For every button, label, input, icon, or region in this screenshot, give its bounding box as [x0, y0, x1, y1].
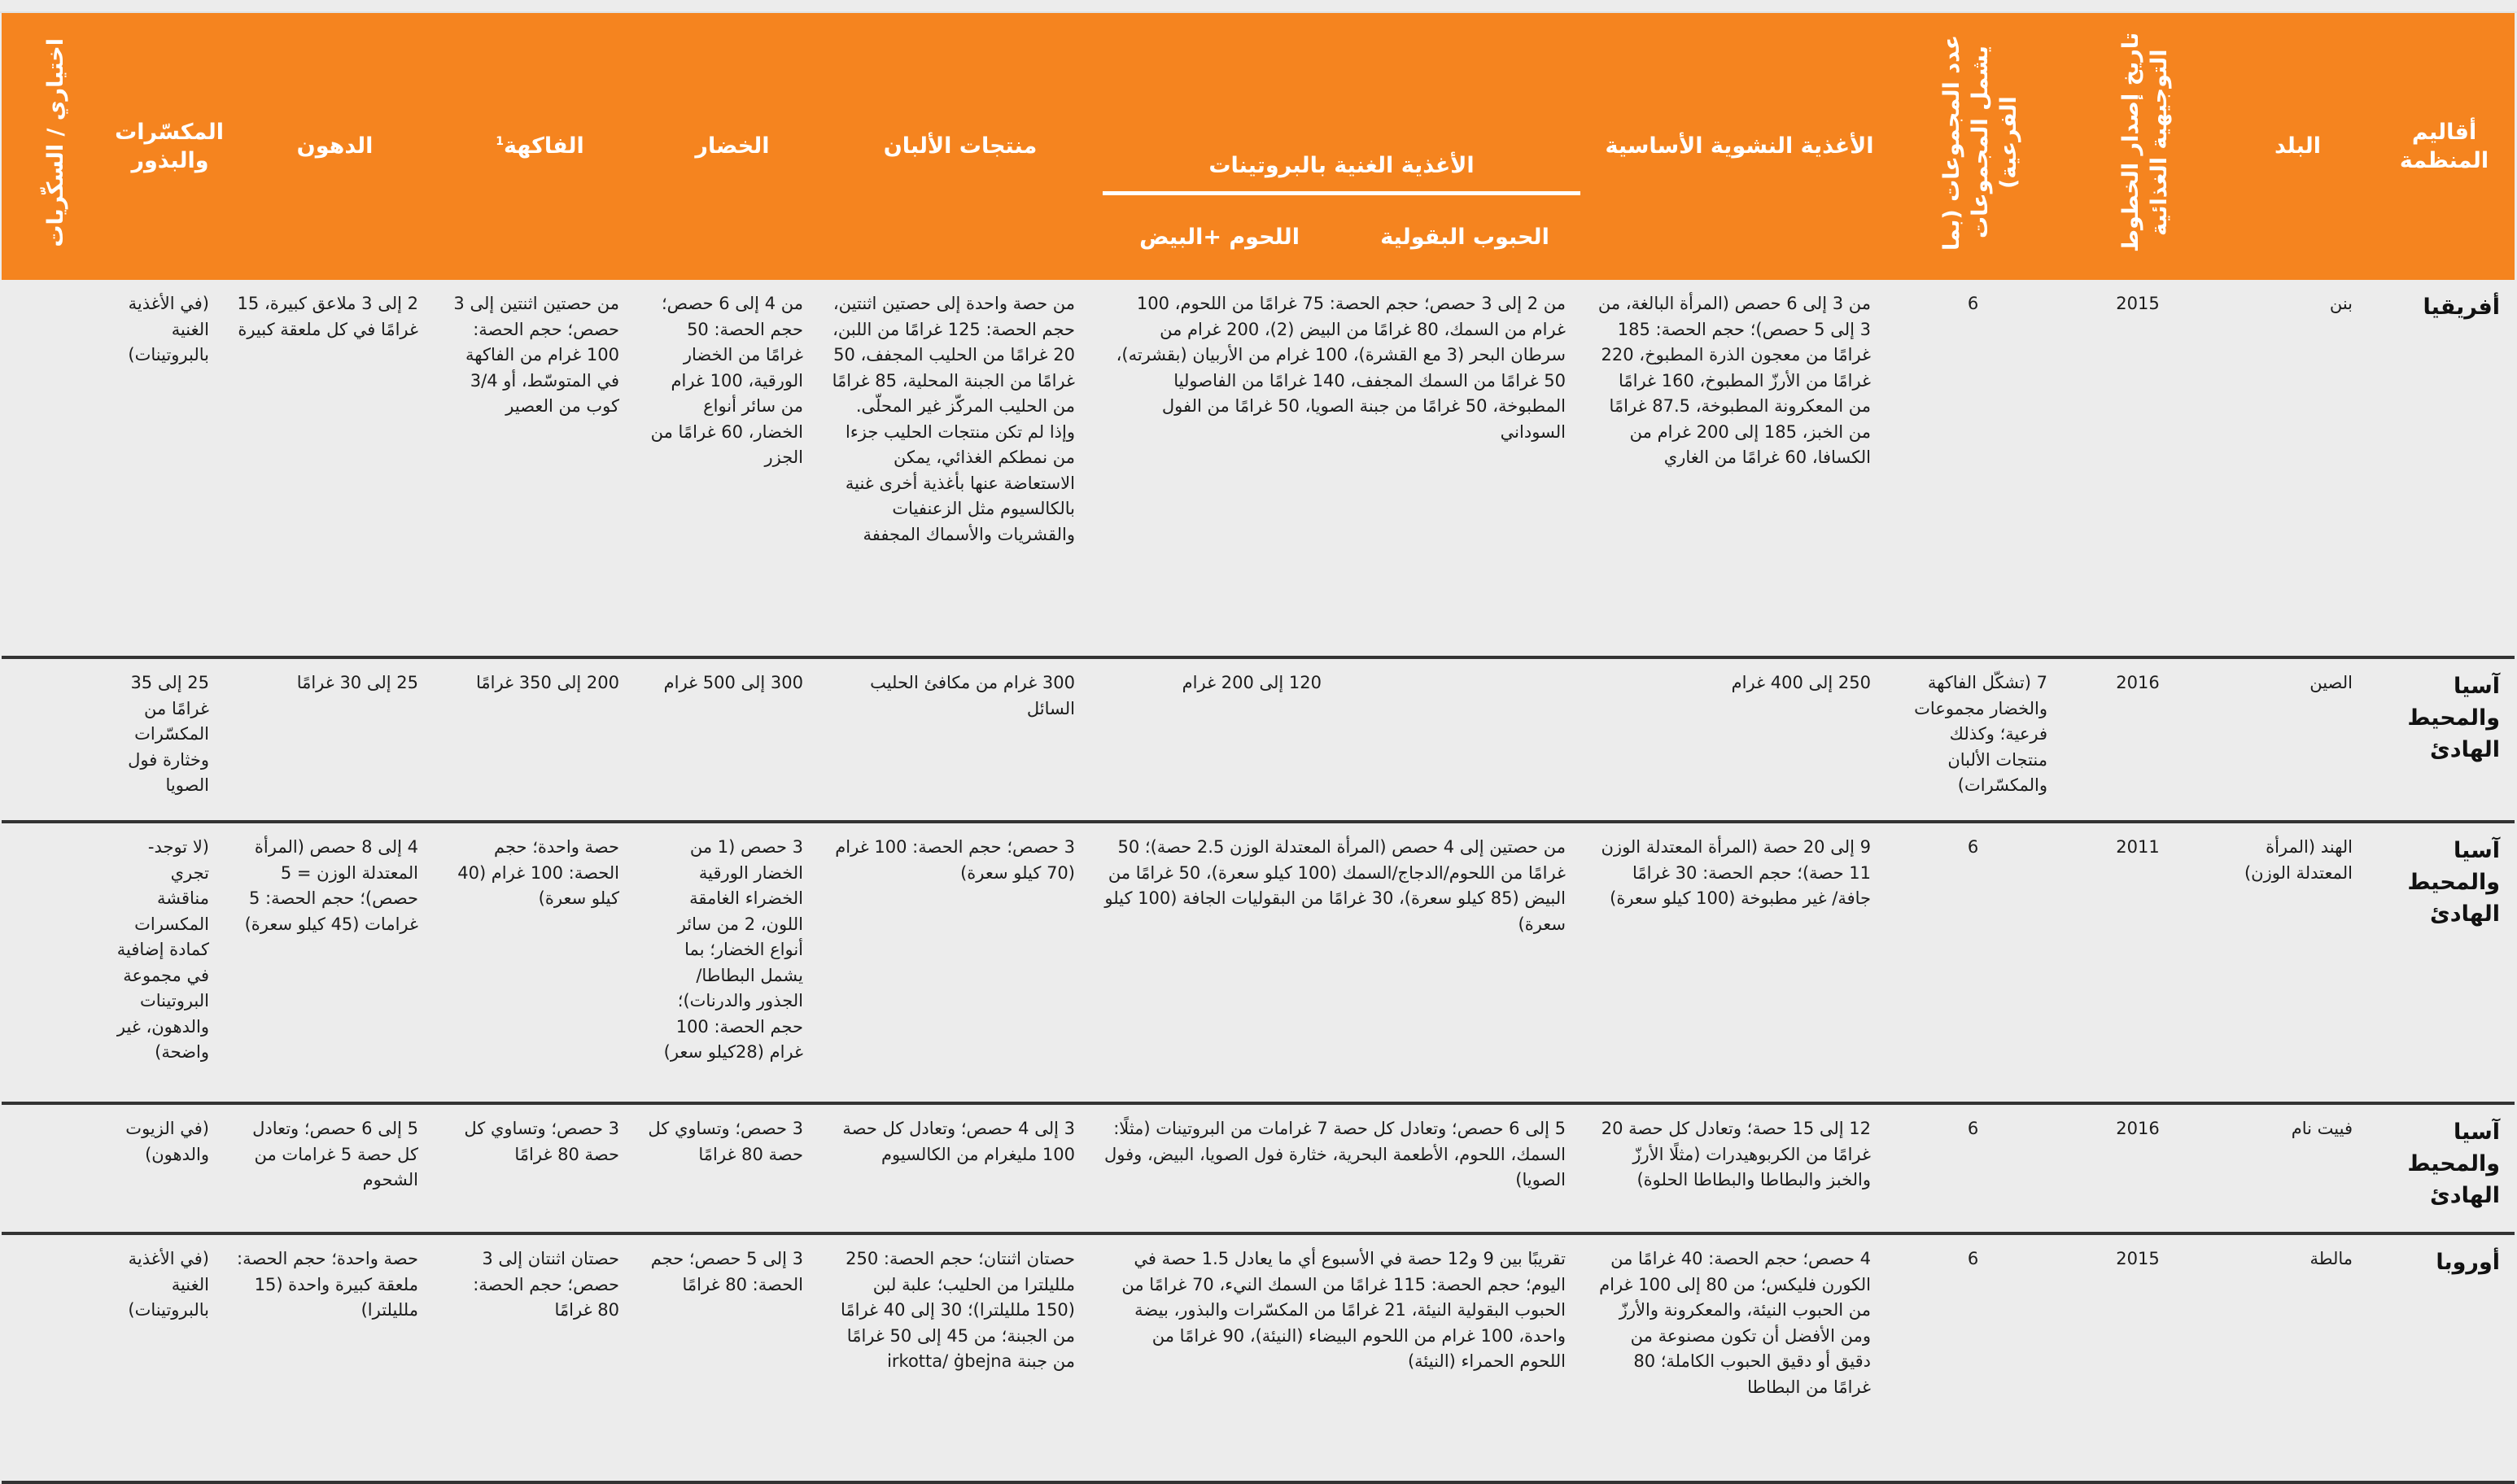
header-dairy: منتجات الألبان	[824, 13, 1096, 280]
cell-vegetables: 3 حصص؛ وتساوي كل حصة 80 غرامًا	[640, 1103, 824, 1235]
cell-starchy: 9 إلى 20 حصة (المرأة المعتدلة الوزن 11 ح…	[1587, 822, 1893, 1105]
header-country-label: البلد	[2274, 133, 2322, 159]
cell-nuts: (في الأغذية الغنية بالبروتينات)	[110, 1233, 230, 1484]
cell-region: آسيا والمحيط الهادئ	[2374, 657, 2515, 823]
cell-fruit: 200 إلى 350 غرامًا	[439, 657, 640, 823]
cell-optional	[2, 1233, 110, 1484]
header-starchy-label: الأغذية النشوية الأساسية	[1605, 133, 1874, 159]
cell-dairy: 3 حصص؛ حجم الحصة: 100 غرام (70 كيلو سعرة…	[824, 822, 1096, 1105]
cell-vegetables: 3 إلى 5 حصص؛ حجم الحصة: 80 غرامًا	[640, 1233, 824, 1484]
cell-optional	[2, 1103, 110, 1235]
header-optional-label: اختياري / السكّريات	[42, 38, 68, 247]
cell-country: الصين	[2222, 657, 2375, 823]
cell-region: آسيا والمحيط الهادئ	[2374, 1103, 2515, 1235]
cell-fruit: حصة واحدة؛ حجم الحصة: 100 غرام (40 كيلو …	[439, 822, 640, 1105]
cell-region: أوروبا	[2374, 1233, 2515, 1484]
header-date-label: تاريخ إصدار الخطوط التوجيهية الغذائية	[2117, 33, 2173, 253]
cell-country: فييت نام	[2222, 1103, 2375, 1235]
header-optional: اختياري / السكّريات	[2, 13, 110, 280]
cell-starchy: 4 حصص؛ حجم الحصة: 40 غرامًا من الكورن فل…	[1587, 1233, 1893, 1484]
header-legumes-label: الحبوب البقولية	[1380, 225, 1549, 251]
cell-groups: 6	[1892, 1103, 2069, 1235]
header-fruit-label: الفاكهة	[503, 133, 584, 159]
header-vegetables-label: الخضار	[695, 133, 770, 159]
table-row: آسيا والمحيط الهادئ فييت نام 2016 6 12 إلى 1…	[2, 1103, 2515, 1235]
cell-legumes	[1343, 657, 1588, 823]
cell-fats: حصة واحدة؛ حجم الحصة: ملعقة كبيرة واحدة …	[230, 1233, 439, 1484]
cell-country: الهند (المرأة المعتدلة الوزن)	[2222, 822, 2375, 1105]
cell-protein: من 2 إلى 3 حصص؛ حجم الحصة: 75 غرامًا من …	[1096, 280, 1588, 659]
cell-region: أفريقيا	[2374, 280, 2515, 659]
page-top-strip	[0, 0, 2517, 13]
cell-optional	[2, 657, 110, 823]
cell-date: 2016	[2069, 657, 2222, 823]
header-fats-label: الدهون	[296, 133, 374, 159]
header-dairy-label: منتجات الألبان	[883, 133, 1038, 159]
table-row: أوروبا مالطة 2015 6 4 حصص؛ حجم الحصة: 40 غرا…	[2, 1233, 2515, 1484]
cell-date: 2016	[2069, 1103, 2222, 1235]
header-starchy: الأغذية النشوية الأساسية	[1587, 13, 1893, 280]
footnote-marker: 1	[496, 135, 504, 149]
cell-fats: 2 إلى 3 ملاعق كبيرة، 15 غرامًا في كل ملع…	[230, 280, 439, 659]
table-row: أفريقيا بنن 2015 6 من 3 إلى 6 حصص (المرأة ال…	[2, 280, 2515, 659]
cell-nuts: 25 إلى 35 غرامًا من المكسّرات وخثارة فول…	[110, 657, 230, 823]
header-nuts: المكسّرات والبذور	[110, 13, 230, 280]
cell-fats: 25 إلى 30 غرامًا	[230, 657, 439, 823]
cell-starchy: 12 إلى 15 حصة؛ وتعادل كل حصة 20 غرامًا م…	[1587, 1103, 1893, 1235]
cell-starchy: 250 إلى 400 غرام	[1587, 657, 1893, 823]
cell-dairy: 3 إلى 4 حصص؛ وتعادل كل حصة 100 مليغرام م…	[824, 1103, 1096, 1235]
cell-fruit: حصتان اثنتان إلى 3 حصص؛ حجم الحصة: 80 غر…	[439, 1233, 640, 1484]
cell-starchy: من 3 إلى 6 حصص (المرأة البالغة، من 3 إلى…	[1587, 280, 1893, 659]
header-fats: الدهون	[230, 13, 439, 280]
table-row: آسيا والمحيط الهادئ الصين 2016 7 (تشكّل الف…	[2, 657, 2515, 823]
header-meat: اللحوم +البيض	[1096, 195, 1344, 280]
table-header: أقاليم المنظمة البلد تاريخ إصدار الخطوط …	[2, 13, 2515, 280]
header-meat-label: اللحوم +البيض	[1139, 225, 1300, 251]
header-legumes: الحبوب البقولية	[1343, 195, 1588, 280]
cell-date: 2011	[2069, 822, 2222, 1105]
cell-nuts: (في الأغذية الغنية بالبروتينات)	[110, 280, 230, 659]
cell-fruit: من حصتين اثنتين إلى 3 حصص؛ حجم الحصة: 10…	[439, 280, 640, 659]
header-protein-label: الأغذية الغنية بالبروتينات	[1103, 151, 1581, 195]
header-vegetables: الخضار	[640, 13, 824, 280]
cell-dairy: حصتان اثنتان؛ حجم الحصة: 250 ملليلترا من…	[824, 1233, 1096, 1484]
header-groups-label: عدد المجموعات (بما يشمل المجموعات الفرعي…	[1938, 34, 2022, 251]
cell-fruit: 3 حصص؛ وتساوي كل حصة 80 غرامًا	[439, 1103, 640, 1235]
cell-nuts: (في الزيوت والدهون)	[110, 1103, 230, 1235]
cell-dairy: من حصة واحدة إلى حصتين اثنتين، حجم الحصة…	[824, 280, 1096, 659]
cell-vegetables: من 4 إلى 6 حصص؛ حجم الحصة: 50 غرامًا من …	[640, 280, 824, 659]
table-row: آسيا والمحيط الهادئ الهند (المرأة المعتدل…	[2, 822, 2515, 1105]
header-fruit: الفاكهة1	[439, 13, 640, 280]
cell-protein: من حصتين إلى 4 حصص (المرأة المعتدلة الوز…	[1096, 822, 1588, 1105]
cell-country: بنن	[2222, 280, 2375, 659]
table-body: أفريقيا بنن 2015 6 من 3 إلى 6 حصص (المرأة ال…	[2, 280, 2515, 1484]
cell-protein: تقريبًا بين 9 و12 حصة في الأسبوع أي ما ي…	[1096, 1233, 1588, 1484]
cell-vegetables: 300 إلى 500 غرام	[640, 657, 824, 823]
cell-date: 2015	[2069, 1233, 2222, 1484]
cell-groups: 6	[1892, 822, 2069, 1105]
cell-country: مالطة	[2222, 1233, 2375, 1484]
cell-fats: 5 إلى 6 حصص؛ وتعادل كل حصة 5 غرامات من ا…	[230, 1103, 439, 1235]
cell-groups: 7 (تشكّل الفاكهة والخضار مجموعات فرعية؛ …	[1892, 657, 2069, 823]
cell-vegetables: 3 حصص (1 من الخضار الورقية الخضراء الغام…	[640, 822, 824, 1105]
cell-dairy: 300 غرام من مكافئ الحليب السائل	[824, 657, 1096, 823]
cell-groups: 6	[1892, 280, 2069, 659]
header-protein: الأغذية الغنية بالبروتينات	[1096, 13, 1588, 195]
cell-date: 2015	[2069, 280, 2222, 659]
cell-region: آسيا والمحيط الهادئ	[2374, 822, 2515, 1105]
cell-nuts: (لا توجد- تجري مناقشة المكسرات كمادة إضا…	[110, 822, 230, 1105]
cell-meat: 120 إلى 200 غرام	[1096, 657, 1344, 823]
header-groups: عدد المجموعات (بما يشمل المجموعات الفرعي…	[1892, 13, 2069, 280]
header-date: تاريخ إصدار الخطوط التوجيهية الغذائية	[2069, 13, 2222, 280]
cell-protein: 5 إلى 6 حصص؛ وتعادل كل حصة 7 غرامات من ا…	[1096, 1103, 1588, 1235]
header-region: أقاليم المنظمة	[2374, 13, 2515, 280]
header-nuts-label: المكسّرات والبذور	[115, 119, 224, 173]
cell-fats: 4 إلى 8 حصص (المرأة المعتدلة الوزن = 5 ح…	[230, 822, 439, 1105]
cell-groups: 6	[1892, 1233, 2069, 1484]
header-country: البلد	[2222, 13, 2375, 280]
dietary-guidelines-table: أقاليم المنظمة البلد تاريخ إصدار الخطوط …	[2, 13, 2515, 1484]
cell-optional	[2, 822, 110, 1105]
header-region-label: أقاليم المنظمة	[2399, 119, 2489, 173]
cell-optional	[2, 280, 110, 659]
